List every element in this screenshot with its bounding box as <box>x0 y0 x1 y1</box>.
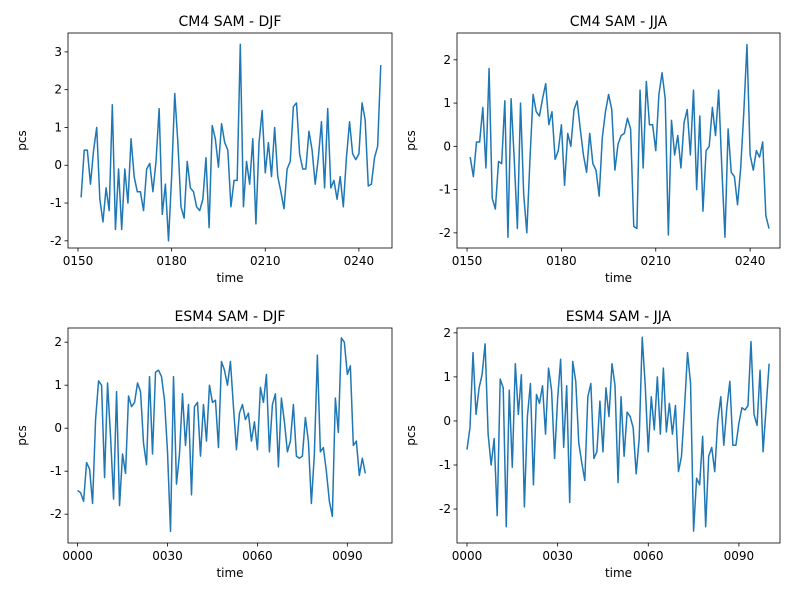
x-axis-label: time <box>605 566 632 580</box>
x-tick-label: 0240 <box>344 254 375 268</box>
x-tick-label: 0240 <box>735 254 766 268</box>
y-tick-label: 2 <box>54 335 62 349</box>
subplot-title: ESM4 SAM - JJA <box>566 309 672 325</box>
x-tick-label: 0210 <box>250 254 281 268</box>
data-line <box>80 43 382 242</box>
data-line <box>469 43 770 238</box>
y-tick-label: 3 <box>54 45 62 59</box>
axes-frame <box>456 32 781 249</box>
y-tick-label: -1 <box>50 196 62 210</box>
x-tick-label: 0000 <box>62 549 93 563</box>
y-tick-label: 0 <box>443 414 451 428</box>
x-tick-label: 0060 <box>242 549 273 563</box>
x-axis-label: time <box>216 566 243 580</box>
y-tick-label: -2 <box>50 507 62 521</box>
y-tick-label: 0 <box>54 421 62 435</box>
y-axis-label: pcs <box>15 130 29 150</box>
y-tick-label: 2 <box>54 83 62 97</box>
y-tick-label: 0 <box>54 158 62 172</box>
y-tick-label: 0 <box>443 139 451 153</box>
x-axis-label: time <box>216 271 243 285</box>
x-tick-label: 0090 <box>332 549 363 563</box>
subplot-title: CM4 SAM - DJF <box>179 14 282 30</box>
y-tick-label: -1 <box>439 458 451 472</box>
x-tick-label: 0000 <box>452 549 483 563</box>
y-tick-label: 1 <box>54 378 62 392</box>
subplot-title: ESM4 SAM - DJF <box>175 309 286 325</box>
y-tick-label: -1 <box>50 464 62 478</box>
y-axis-label: pcs <box>404 130 418 150</box>
x-axis-label: time <box>605 271 632 285</box>
axes-frame <box>67 32 393 249</box>
y-tick-label: -2 <box>439 502 451 516</box>
y-tick-label: 2 <box>443 53 451 67</box>
y-tick-label: 1 <box>443 96 451 110</box>
x-tick-label: 0090 <box>724 549 755 563</box>
y-tick-label: 1 <box>443 370 451 384</box>
y-axis-label: pcs <box>15 425 29 445</box>
x-tick-label: 0150 <box>63 254 94 268</box>
x-tick-label: 0180 <box>156 254 187 268</box>
x-tick-label: 0030 <box>152 549 183 563</box>
y-axis-label: pcs <box>404 425 418 445</box>
axes-frame <box>67 327 393 544</box>
subplot-title: CM4 SAM - JJA <box>570 14 668 30</box>
y-tick-label: -1 <box>439 183 451 197</box>
axes-frame <box>456 327 781 544</box>
data-line <box>466 336 770 532</box>
data-line <box>77 337 367 533</box>
x-tick-label: 0210 <box>640 254 671 268</box>
x-tick-label: 0030 <box>542 549 573 563</box>
y-tick-label: 2 <box>443 326 451 340</box>
y-tick-label: -2 <box>439 226 451 240</box>
x-tick-label: 0180 <box>546 254 577 268</box>
y-tick-label: -2 <box>50 234 62 248</box>
x-tick-label: 0060 <box>633 549 664 563</box>
x-tick-label: 0150 <box>452 254 483 268</box>
y-tick-label: 1 <box>54 120 62 134</box>
